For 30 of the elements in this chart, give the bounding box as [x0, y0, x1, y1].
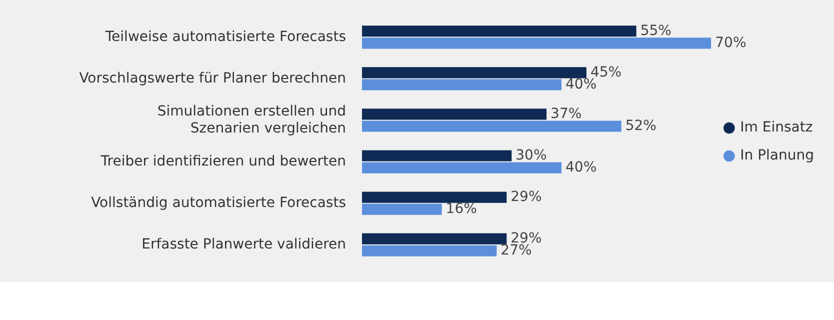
data-label: 40%: [566, 76, 597, 92]
bar: [362, 120, 622, 132]
data-label: 37%: [550, 106, 582, 122]
bar: [362, 204, 442, 215]
bar: [362, 162, 562, 174]
bar: [362, 192, 507, 203]
bar: [362, 108, 547, 120]
data-label: 52%: [625, 118, 656, 134]
y-tick-label: Treiber identifizieren und bewerten: [100, 153, 346, 170]
data-label: 27%: [500, 242, 532, 258]
legend-label: Im Einsatz: [740, 120, 813, 136]
data-label: 30%: [516, 147, 547, 164]
y-tick-label: Teilweise automatisierte Forecasts: [104, 28, 346, 45]
data-label: 40%: [566, 159, 597, 176]
y-tick-label: Simulationen erstellen und Szenarien vergleichen: [157, 103, 346, 136]
data-label: 29%: [510, 188, 542, 205]
y-tick-label: Vollständig automatisierte Forecasts: [91, 194, 346, 211]
legend-label: In Planung: [740, 148, 814, 164]
bar: [362, 245, 497, 256]
bar: [362, 38, 712, 49]
y-tick-label: Vorschlagswerte für Planer berechnen: [79, 70, 346, 86]
data-label: 16%: [446, 200, 477, 217]
data-label: 70%: [715, 34, 746, 51]
data-label: 55%: [640, 22, 672, 39]
bar: [362, 26, 636, 37]
y-tick-label: Erfasste Planwerte validieren: [142, 236, 346, 252]
bar: [362, 150, 512, 162]
bar: [362, 79, 562, 90]
bar: [362, 233, 507, 244]
bar: [362, 67, 586, 78]
